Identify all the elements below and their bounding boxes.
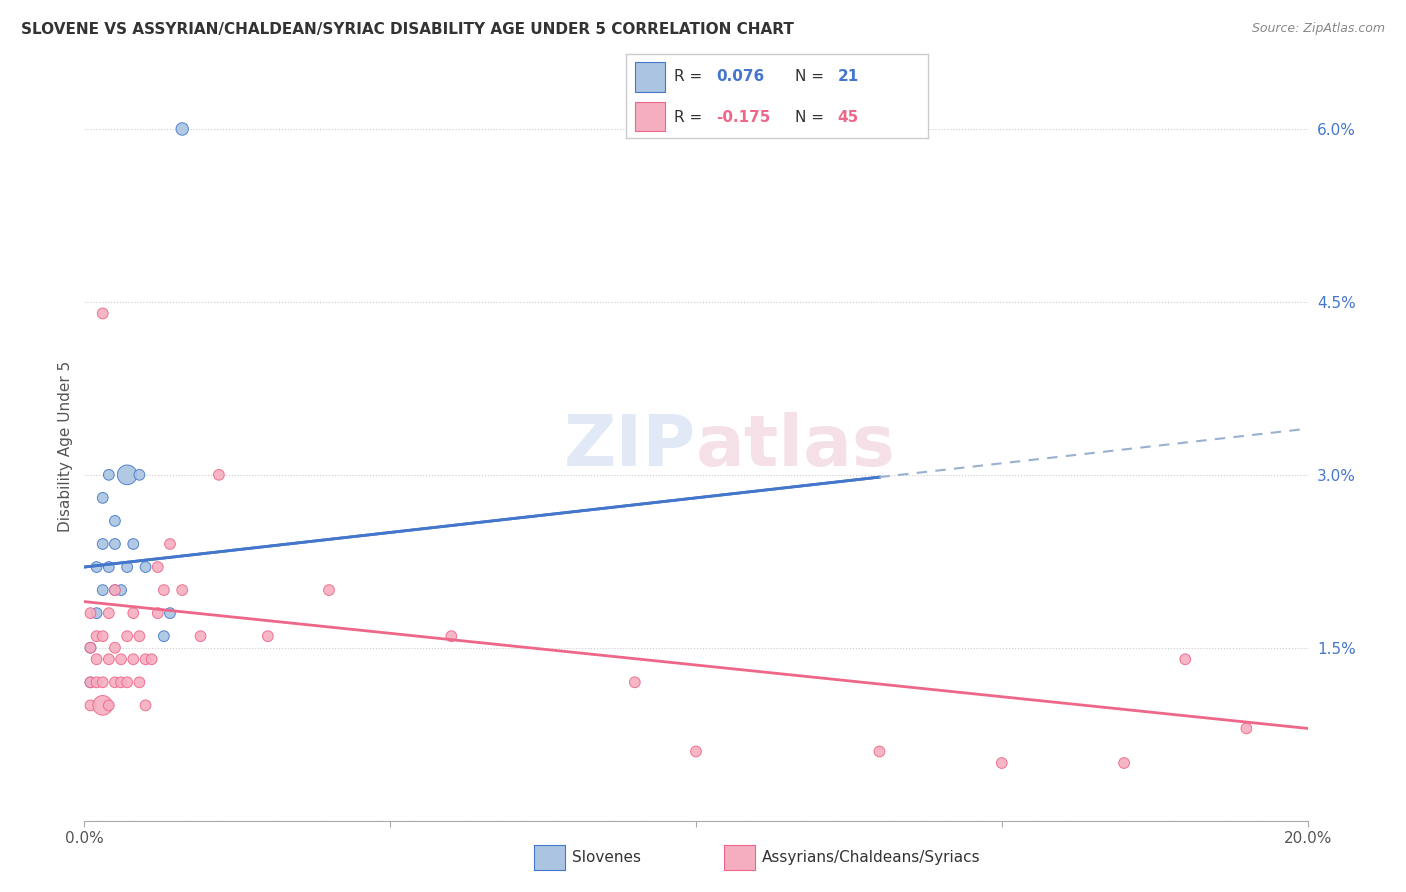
Point <box>153 583 176 598</box>
Point <box>104 583 127 598</box>
Point <box>159 537 181 551</box>
Point <box>318 583 340 598</box>
Point <box>440 629 463 643</box>
Point <box>1236 722 1258 736</box>
Point <box>86 675 108 690</box>
Point <box>79 698 101 713</box>
Point <box>86 629 108 643</box>
Point <box>991 756 1014 770</box>
Point <box>104 675 127 690</box>
Point <box>115 629 138 643</box>
Point <box>110 583 132 598</box>
Point <box>146 560 169 574</box>
Point <box>122 606 145 620</box>
Point <box>91 583 114 598</box>
Point <box>135 698 157 713</box>
Text: 45: 45 <box>838 110 859 125</box>
Point <box>110 675 132 690</box>
Y-axis label: Disability Age Under 5: Disability Age Under 5 <box>58 360 73 532</box>
Point <box>257 629 280 643</box>
Text: R =: R = <box>673 110 707 125</box>
Point <box>104 537 127 551</box>
Point <box>97 698 120 713</box>
Point <box>104 640 127 655</box>
Point <box>624 675 647 690</box>
Point <box>1174 652 1197 666</box>
Point <box>172 122 194 136</box>
Text: -0.175: -0.175 <box>716 110 770 125</box>
Point <box>190 629 212 643</box>
Point <box>153 629 176 643</box>
Point <box>91 491 114 505</box>
Point <box>91 537 114 551</box>
Point <box>86 606 108 620</box>
Point <box>97 560 120 574</box>
Point <box>97 467 120 482</box>
Text: atlas: atlas <box>696 411 896 481</box>
Point <box>79 640 101 655</box>
Point <box>91 698 114 713</box>
Point <box>122 652 145 666</box>
Text: 21: 21 <box>838 69 859 84</box>
Point <box>97 606 120 620</box>
Point <box>115 467 138 482</box>
Point <box>869 744 891 758</box>
Point <box>128 629 150 643</box>
Point <box>141 652 163 666</box>
Bar <box>634 62 665 92</box>
Point <box>104 583 127 598</box>
Point <box>685 744 707 758</box>
Point <box>79 606 101 620</box>
Text: SLOVENE VS ASSYRIAN/CHALDEAN/SYRIAC DISABILITY AGE UNDER 5 CORRELATION CHART: SLOVENE VS ASSYRIAN/CHALDEAN/SYRIAC DISA… <box>21 22 794 37</box>
Point <box>128 675 150 690</box>
Point <box>135 560 157 574</box>
Point <box>104 514 127 528</box>
Text: ZIP: ZIP <box>564 411 696 481</box>
Point <box>110 652 132 666</box>
Point <box>79 675 101 690</box>
Point <box>86 560 108 574</box>
Point <box>97 652 120 666</box>
Point <box>172 583 194 598</box>
Point <box>146 606 169 620</box>
Point <box>115 560 138 574</box>
Point <box>115 675 138 690</box>
Point <box>135 652 157 666</box>
Text: Assyrians/Chaldeans/Syriacs: Assyrians/Chaldeans/Syriacs <box>762 850 980 864</box>
Point <box>91 629 114 643</box>
Text: Slovenes: Slovenes <box>572 850 641 864</box>
Point <box>208 467 231 482</box>
Text: R =: R = <box>673 69 707 84</box>
Point <box>128 467 150 482</box>
Point <box>79 640 101 655</box>
Text: N =: N = <box>794 110 828 125</box>
Point <box>91 306 114 320</box>
Point <box>159 606 181 620</box>
Point <box>122 537 145 551</box>
Text: 0.076: 0.076 <box>716 69 765 84</box>
Point <box>1114 756 1136 770</box>
Bar <box>634 102 665 131</box>
Text: Source: ZipAtlas.com: Source: ZipAtlas.com <box>1251 22 1385 36</box>
Point <box>79 675 101 690</box>
Point <box>91 675 114 690</box>
Point <box>86 652 108 666</box>
Text: N =: N = <box>794 69 828 84</box>
